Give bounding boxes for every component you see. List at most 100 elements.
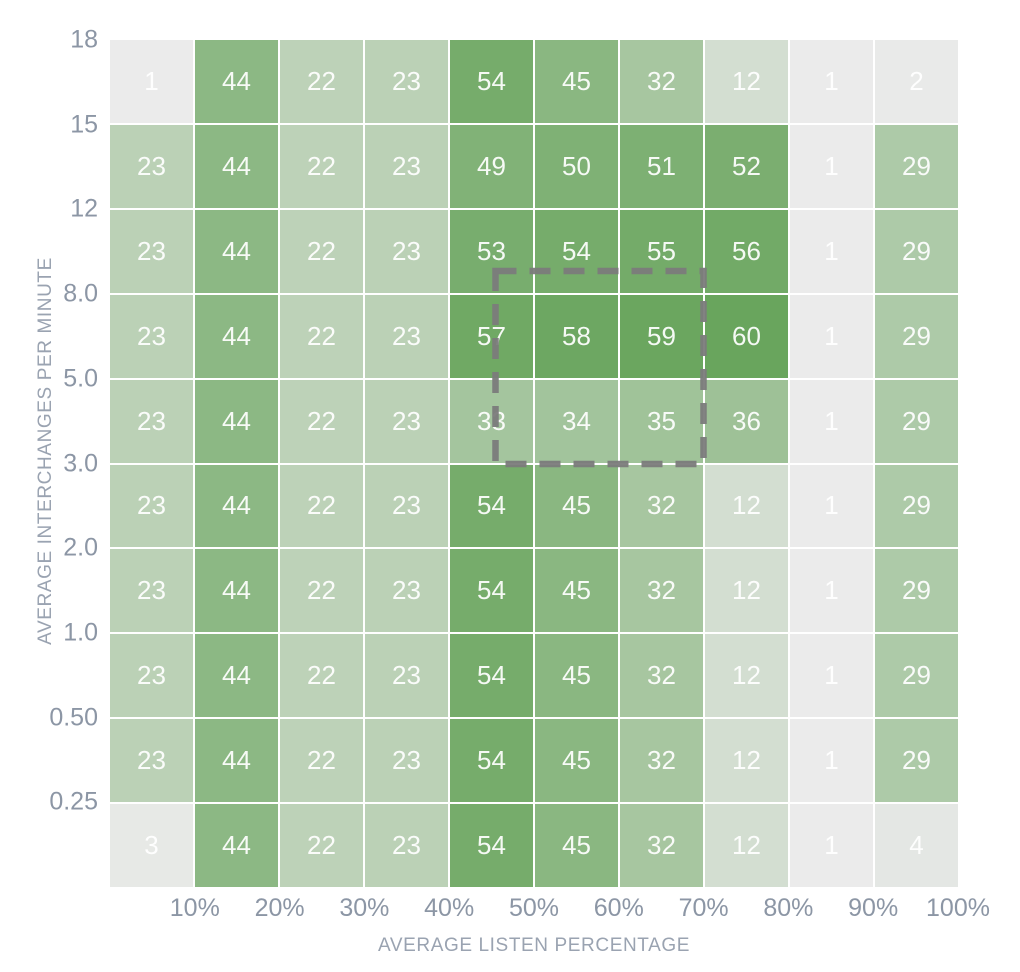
heatmap-cell[interactable]: 22 <box>280 634 363 718</box>
heatmap-cell[interactable]: 54 <box>450 40 533 123</box>
heatmap-cell[interactable]: 53 <box>450 209 533 293</box>
heatmap-cell[interactable]: 23 <box>110 549 193 633</box>
heatmap-cell[interactable]: 22 <box>280 464 363 548</box>
heatmap-cell[interactable]: 57 <box>450 294 533 378</box>
heatmap-cell[interactable]: 23 <box>365 804 448 887</box>
heatmap-cell[interactable]: 29 <box>875 464 958 548</box>
heatmap-cell[interactable]: 29 <box>875 124 958 208</box>
heatmap-cell[interactable]: 23 <box>365 719 448 803</box>
heatmap-cell[interactable]: 12 <box>705 804 788 887</box>
heatmap-cell[interactable]: 32 <box>620 719 703 803</box>
heatmap-cell[interactable]: 54 <box>450 634 533 718</box>
heatmap-cell[interactable]: 44 <box>195 124 278 208</box>
heatmap-cell[interactable]: 23 <box>365 464 448 548</box>
heatmap-cell[interactable]: 23 <box>110 634 193 718</box>
heatmap-cell[interactable]: 32 <box>620 40 703 123</box>
heatmap-cell[interactable]: 1 <box>790 719 873 803</box>
heatmap-cell[interactable]: 22 <box>280 294 363 378</box>
heatmap-cell[interactable]: 29 <box>875 719 958 803</box>
heatmap-cell[interactable]: 1 <box>790 40 873 123</box>
heatmap-cell[interactable]: 23 <box>365 549 448 633</box>
heatmap-cell[interactable]: 23 <box>365 40 448 123</box>
heatmap-cell[interactable]: 45 <box>535 549 618 633</box>
heatmap-cell[interactable]: 1 <box>790 379 873 463</box>
selection-brush[interactable] <box>486 262 716 477</box>
heatmap-cell[interactable]: 22 <box>280 549 363 633</box>
heatmap-cell[interactable]: 45 <box>535 464 618 548</box>
heatmap-cell[interactable]: 45 <box>535 634 618 718</box>
heatmap-cell[interactable]: 2 <box>875 40 958 123</box>
heatmap-cell[interactable]: 44 <box>195 209 278 293</box>
heatmap-cell[interactable]: 44 <box>195 294 278 378</box>
heatmap-cell[interactable]: 36 <box>705 379 788 463</box>
heatmap-cell[interactable]: 23 <box>110 124 193 208</box>
heatmap-cell[interactable]: 1 <box>790 464 873 548</box>
selection-brush-rect[interactable] <box>492 267 707 468</box>
heatmap-cell[interactable]: 23 <box>110 464 193 548</box>
heatmap-cell[interactable]: 1 <box>790 804 873 887</box>
heatmap-cell[interactable]: 55 <box>620 209 703 293</box>
heatmap-cell[interactable]: 23 <box>365 379 448 463</box>
heatmap-cell[interactable]: 54 <box>450 464 533 548</box>
heatmap-cell[interactable]: 23 <box>110 294 193 378</box>
heatmap-cell[interactable]: 44 <box>195 379 278 463</box>
heatmap-cell[interactable]: 23 <box>365 634 448 718</box>
heatmap-cell[interactable]: 44 <box>195 549 278 633</box>
heatmap-cell[interactable]: 12 <box>705 40 788 123</box>
heatmap-cell[interactable]: 1 <box>110 40 193 123</box>
heatmap-cell[interactable]: 49 <box>450 124 533 208</box>
heatmap-cell[interactable]: 44 <box>195 634 278 718</box>
heatmap-cell[interactable]: 50 <box>535 124 618 208</box>
heatmap-cell[interactable]: 29 <box>875 549 958 633</box>
heatmap-cell[interactable]: 45 <box>535 804 618 887</box>
heatmap-cell[interactable]: 22 <box>280 209 363 293</box>
heatmap-cell[interactable]: 1 <box>790 209 873 293</box>
heatmap-cell[interactable]: 32 <box>620 804 703 887</box>
heatmap-cell[interactable]: 44 <box>195 719 278 803</box>
heatmap-cell[interactable]: 35 <box>620 379 703 463</box>
heatmap-cell[interactable]: 32 <box>620 549 703 633</box>
heatmap-cell[interactable]: 12 <box>705 719 788 803</box>
heatmap-cell[interactable]: 32 <box>620 464 703 548</box>
heatmap-cell[interactable]: 29 <box>875 634 958 718</box>
heatmap-cell[interactable]: 54 <box>450 719 533 803</box>
heatmap-cell[interactable]: 3 <box>110 804 193 887</box>
heatmap-cell[interactable]: 56 <box>705 209 788 293</box>
heatmap-cell[interactable]: 23 <box>365 124 448 208</box>
heatmap-cell[interactable]: 4 <box>875 804 958 887</box>
heatmap-cell[interactable]: 23 <box>110 209 193 293</box>
heatmap-cell[interactable]: 12 <box>705 634 788 718</box>
heatmap-cell[interactable]: 44 <box>195 464 278 548</box>
heatmap-cell[interactable]: 44 <box>195 804 278 887</box>
heatmap-cell[interactable]: 1 <box>790 124 873 208</box>
heatmap-cell[interactable]: 60 <box>705 294 788 378</box>
heatmap-cell[interactable]: 12 <box>705 549 788 633</box>
heatmap-cell[interactable]: 23 <box>365 294 448 378</box>
heatmap-cell[interactable]: 52 <box>705 124 788 208</box>
heatmap-cell[interactable]: 59 <box>620 294 703 378</box>
heatmap-cell[interactable]: 34 <box>535 379 618 463</box>
heatmap-cell[interactable]: 23 <box>110 379 193 463</box>
heatmap-cell[interactable]: 29 <box>875 209 958 293</box>
heatmap-cell[interactable]: 54 <box>535 209 618 293</box>
heatmap-cell[interactable]: 22 <box>280 124 363 208</box>
heatmap-cell[interactable]: 29 <box>875 379 958 463</box>
heatmap-cell[interactable]: 1 <box>790 634 873 718</box>
heatmap-cell[interactable]: 1 <box>790 294 873 378</box>
heatmap-cell[interactable]: 1 <box>790 549 873 633</box>
heatmap-cell[interactable]: 44 <box>195 40 278 123</box>
heatmap-cell[interactable]: 45 <box>535 40 618 123</box>
heatmap-cell[interactable]: 51 <box>620 124 703 208</box>
heatmap-cell[interactable]: 33 <box>450 379 533 463</box>
heatmap-cell[interactable]: 22 <box>280 804 363 887</box>
heatmap-cell[interactable]: 12 <box>705 464 788 548</box>
heatmap-cell[interactable]: 58 <box>535 294 618 378</box>
heatmap-cell[interactable]: 32 <box>620 634 703 718</box>
heatmap-cell[interactable]: 22 <box>280 40 363 123</box>
heatmap-cell[interactable]: 45 <box>535 719 618 803</box>
heatmap-cell[interactable]: 22 <box>280 719 363 803</box>
heatmap-cell[interactable]: 23 <box>365 209 448 293</box>
heatmap-cell[interactable]: 54 <box>450 804 533 887</box>
heatmap-cell[interactable]: 29 <box>875 294 958 378</box>
heatmap-cell[interactable]: 23 <box>110 719 193 803</box>
